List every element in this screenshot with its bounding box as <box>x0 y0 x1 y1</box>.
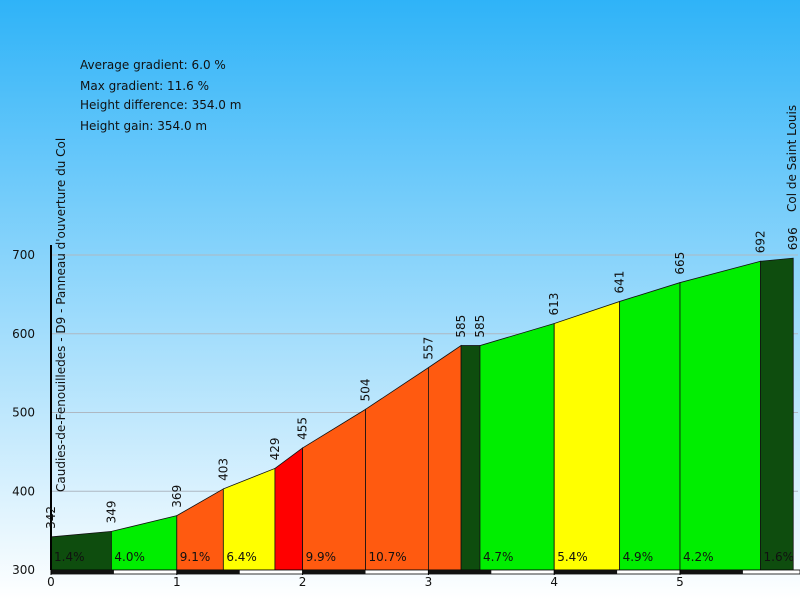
x-tick-label: 2 <box>299 575 307 589</box>
x-axis-km-stripe <box>302 570 366 574</box>
stat-max-gradient: Max gradient: 11.6 % <box>80 79 209 93</box>
stats-box: Average gradient: 6.0 % Max gradient: 11… <box>80 58 241 133</box>
end-location-label: Col de Saint Louis <box>785 105 799 212</box>
segment-gradient-label: 10.7% <box>369 550 407 564</box>
x-tick-label: 3 <box>425 575 433 589</box>
segment-gradient-label: 4.9% <box>623 550 654 564</box>
elevation-label: 342 <box>44 506 58 529</box>
stat-height-gain: Height gain: 354.0 m <box>80 119 207 133</box>
x-axis-km-stripe <box>680 570 743 574</box>
elevation-label: 585 <box>473 315 487 338</box>
x-tick-label: 0 <box>47 575 55 589</box>
x-axis-km-stripe <box>428 570 492 574</box>
x-axis-km-stripe <box>51 570 114 574</box>
profile-segment <box>679 260 761 571</box>
elevation-label: 557 <box>421 337 435 360</box>
start-location-label: Caudies-de-Fenouilledes - D9 - Panneau d… <box>54 138 68 492</box>
elevation-label: 665 <box>673 252 687 275</box>
y-tick-label: 700 <box>12 248 35 262</box>
x-axis-km-stripe <box>554 570 618 574</box>
elevation-label: 369 <box>170 485 184 508</box>
segment-gradient-label: 1.6% <box>764 550 795 564</box>
elevation-label: 641 <box>613 271 627 294</box>
elevation-label: 692 <box>754 230 768 253</box>
segment-gradient-label: 9.9% <box>306 550 337 564</box>
x-tick-label: 4 <box>550 575 558 589</box>
segment-gradient-label: 6.4% <box>226 550 257 564</box>
elevation-label: 696 <box>786 227 800 250</box>
y-tick-label: 500 <box>12 406 35 420</box>
elevation-label: 403 <box>216 458 230 481</box>
segment-gradient-label: 4.2% <box>683 550 714 564</box>
profile-segment <box>553 300 621 571</box>
segment-gradient-label: 1.4% <box>54 550 85 564</box>
elevation-label: 429 <box>268 437 282 460</box>
y-tick-label: 600 <box>12 327 35 341</box>
profile-segment <box>479 322 555 571</box>
profile-segment <box>427 344 462 571</box>
profile-segment <box>619 282 681 571</box>
elevation-label: 613 <box>547 293 561 316</box>
elevation-label: 349 <box>104 500 118 523</box>
segment-gradient-label: 9.1% <box>180 550 211 564</box>
labels: 300 400 500 600 700 1.4% 4.0% 9.1% 6.4% 9.9% 10.7%… <box>12 227 800 589</box>
elevation-label: 455 <box>296 417 310 440</box>
axes <box>50 245 800 575</box>
y-tick-label: 400 <box>12 484 35 498</box>
segment-gradient-label: 4.7% <box>483 550 514 564</box>
profile-segment <box>760 257 794 571</box>
segment-gradient-label: 4.0% <box>114 550 145 564</box>
stat-average-gradient: Average gradient: 6.0 % <box>80 58 226 72</box>
stat-height-difference: Height difference: 354.0 m <box>80 98 241 112</box>
x-tick-label: 5 <box>676 575 684 589</box>
segment-gradient-label: 5.4% <box>557 550 588 564</box>
profile-segment <box>274 447 304 571</box>
elevation-label: 585 <box>454 315 468 338</box>
x-tick-label: 1 <box>173 575 181 589</box>
profile-segment <box>460 345 481 571</box>
y-tick-label: 300 <box>12 563 35 577</box>
elevation-label: 504 <box>359 378 373 401</box>
x-axis-km-stripe <box>176 570 240 574</box>
